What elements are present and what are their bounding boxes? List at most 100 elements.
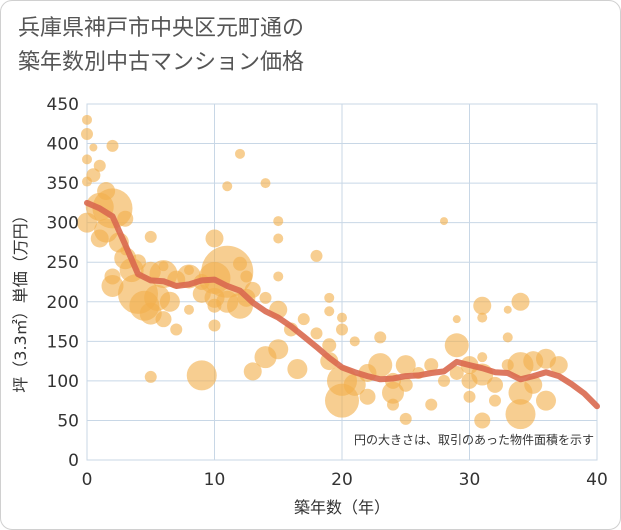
- data-bubble: [184, 304, 194, 315]
- data-bubble: [82, 154, 92, 165]
- data-bubble: [268, 339, 289, 360]
- y-tick-label: 250: [47, 253, 79, 273]
- data-bubble: [77, 212, 97, 233]
- data-bubble: [524, 375, 543, 394]
- y-tick-label: 200: [47, 293, 79, 313]
- data-bubble: [511, 292, 530, 311]
- data-bubble: [222, 181, 233, 192]
- data-bubble: [89, 143, 98, 152]
- data-bubble: [101, 274, 124, 297]
- data-bubble: [440, 217, 448, 226]
- data-bubble: [477, 312, 488, 323]
- x-tick-label: 20: [331, 470, 353, 490]
- data-bubble: [505, 399, 536, 430]
- data-bubble: [444, 333, 469, 358]
- data-bubble: [477, 352, 488, 363]
- data-bubble: [536, 390, 556, 411]
- title-line-1: 兵庫県神戸市中央区元町通の: [18, 16, 305, 41]
- x-axis-label: 築年数（年）: [294, 498, 390, 517]
- y-tick-label: 350: [47, 174, 79, 194]
- data-bubble: [474, 412, 491, 429]
- data-bubble: [382, 381, 404, 404]
- x-tick-label: 0: [82, 470, 93, 490]
- data-bubble: [310, 327, 323, 340]
- data-bubble: [502, 332, 513, 343]
- data-bubble: [387, 398, 399, 411]
- data-bubble: [310, 249, 323, 262]
- bubble-layer: [77, 114, 568, 430]
- y-tick-label: 150: [47, 332, 79, 352]
- data-bubble: [463, 390, 476, 403]
- data-bubble: [90, 229, 109, 248]
- data-bubble: [93, 159, 106, 172]
- data-bubble: [449, 365, 464, 380]
- size-note: 円の大きさは、取引のあった物件面積を示す: [354, 432, 594, 447]
- x-tick-label: 40: [586, 470, 608, 490]
- y-tick-labels: 0 50 100 150 200 250 300 350 400 450: [47, 95, 79, 471]
- data-bubble: [273, 216, 284, 227]
- data-bubble: [235, 148, 245, 159]
- data-bubble: [144, 370, 157, 383]
- data-bubble: [489, 394, 501, 407]
- y-axis-label: 坪（3.3㎡）単価（万円）: [11, 207, 30, 392]
- data-bubble: [82, 176, 92, 187]
- data-bubble: [158, 261, 169, 272]
- data-bubble: [337, 312, 347, 323]
- data-bubble: [324, 306, 335, 317]
- chart-title: 兵庫県神戸市中央区元町通の 築年数別中古マンション価格: [18, 12, 304, 80]
- y-tick-label: 400: [47, 135, 79, 155]
- y-tick-label: 50: [57, 411, 79, 431]
- data-bubble: [233, 256, 247, 271]
- data-bubble: [336, 323, 348, 336]
- data-bubble: [487, 376, 503, 393]
- data-bubble: [297, 313, 310, 326]
- data-bubble: [81, 128, 93, 141]
- x-tick-label: 30: [459, 470, 481, 490]
- data-bubble: [343, 373, 366, 396]
- data-bubble: [399, 412, 412, 425]
- data-bubble: [273, 271, 284, 282]
- data-bubble: [205, 229, 224, 248]
- data-bubble: [243, 362, 262, 381]
- data-bubble: [438, 374, 450, 387]
- data-bubble: [425, 398, 438, 411]
- y-tick-label: 300: [47, 214, 79, 234]
- data-bubble: [503, 305, 512, 314]
- x-tick-label: 10: [204, 470, 226, 490]
- data-bubble: [473, 296, 492, 315]
- data-bubble: [322, 338, 337, 353]
- data-bubble: [324, 292, 335, 303]
- data-bubble: [287, 359, 308, 380]
- y-tick-label: 100: [47, 372, 79, 392]
- data-bubble: [452, 315, 461, 324]
- data-bubble: [208, 319, 221, 332]
- data-bubble: [244, 281, 261, 298]
- title-line-2: 築年数別中古マンション価格: [18, 50, 305, 75]
- data-bubble: [549, 356, 568, 375]
- data-bubble: [170, 323, 183, 336]
- data-bubble: [117, 210, 134, 227]
- data-bubble: [374, 331, 387, 344]
- data-bubble: [184, 265, 194, 276]
- data-bubble: [349, 336, 360, 347]
- data-bubble: [106, 139, 119, 152]
- data-bubble: [159, 291, 180, 312]
- data-bubble: [424, 358, 439, 373]
- data-bubble: [368, 353, 393, 378]
- data-bubble: [398, 377, 413, 392]
- data-bubble: [260, 178, 271, 189]
- y-tick-label: 0: [68, 451, 79, 471]
- y-tick-label: 450: [47, 95, 79, 115]
- data-bubble: [359, 388, 376, 405]
- data-bubble: [186, 360, 217, 391]
- x-tick-labels: 0 10 20 30 40: [82, 470, 608, 490]
- data-bubble: [259, 291, 272, 304]
- data-bubble: [144, 230, 157, 243]
- data-bubble: [395, 355, 416, 376]
- data-bubble: [82, 114, 92, 125]
- data-bubble: [240, 270, 253, 283]
- data-bubble: [155, 311, 172, 328]
- trend-line: [84, 199, 600, 410]
